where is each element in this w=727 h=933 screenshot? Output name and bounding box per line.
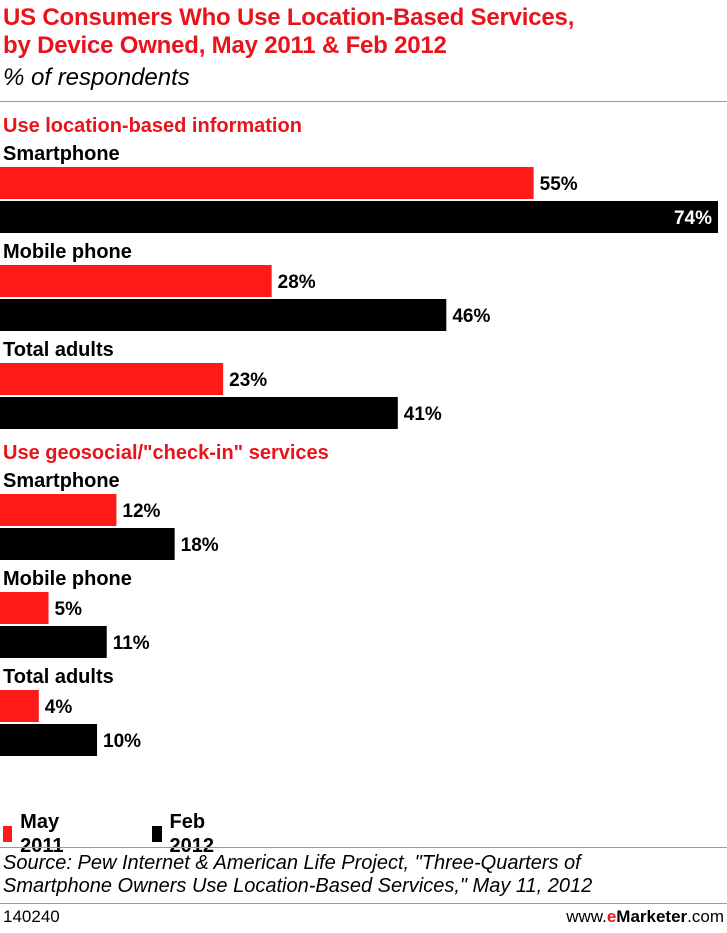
bar-feb-2012-total-adults-2 xyxy=(0,724,98,756)
source-line2: Smartphone Owners Use Location-Based Ser… xyxy=(3,875,593,897)
footer-divider xyxy=(0,903,727,904)
data-label-feb-2012-smartphone-2: 18% xyxy=(181,535,219,556)
emarketer-brand: www.eMarketer.com xyxy=(566,906,724,928)
bar-feb-2012-mobile-phone-2 xyxy=(0,626,107,658)
bar-may-2011-mobile-phone-2 xyxy=(0,592,49,624)
chart-title: US Consumers Who Use Location-Based Serv… xyxy=(3,4,723,60)
data-label-feb-2012-total-adults-1: 41% xyxy=(404,404,442,425)
data-label-feb-2012-smartphone-1: 74% xyxy=(674,208,712,229)
data-label-may-2011-mobile-phone-2: 5% xyxy=(55,599,83,620)
category-label-mobile-phone-2: Mobile phone xyxy=(3,568,132,590)
bar-chart: Use location-based information Smartphone… xyxy=(0,115,718,756)
brand-name: Marketer xyxy=(616,907,688,926)
chart-subtitle: % of respondents xyxy=(3,64,190,91)
bar-may-2011-smartphone-2 xyxy=(0,494,117,526)
brand-e: e xyxy=(606,907,617,926)
bar-may-2011-smartphone-1 xyxy=(0,167,534,199)
brand-suffix: .com xyxy=(687,907,724,926)
bar-may-2011-total-adults-1 xyxy=(0,363,224,395)
source-note: Source: Pew Internet & American Life Pro… xyxy=(3,852,723,898)
source-line1: Source: Pew Internet & American Life Pro… xyxy=(3,852,581,874)
bar-feb-2012-total-adults-1 xyxy=(0,397,398,429)
bar-may-2011-total-adults-2 xyxy=(0,690,39,722)
group-heading-2: Use geosocial/"check-in" services xyxy=(3,442,329,464)
chart-title-line1: US Consumers Who Use Location-Based Serv… xyxy=(3,4,575,31)
legend-item-feb-2012: Feb 2012 xyxy=(152,810,220,858)
data-label-feb-2012-mobile-phone-2: 11% xyxy=(113,633,150,654)
legend-label-feb-2012: Feb 2012 xyxy=(169,811,215,857)
legend-swatch-feb-2012 xyxy=(152,826,162,842)
group-heading-1: Use location-based information xyxy=(3,115,302,137)
data-label-feb-2012-mobile-phone-1: 46% xyxy=(452,306,490,327)
bar-may-2011-mobile-phone-1 xyxy=(0,265,272,297)
data-label-may-2011-total-adults-2: 4% xyxy=(45,697,73,718)
legend-label-may-2011: May 2011 xyxy=(20,811,64,857)
top-divider xyxy=(0,101,727,102)
bottom-divider xyxy=(0,847,727,848)
data-label-may-2011-smartphone-1: 55% xyxy=(540,174,578,195)
data-label-feb-2012-total-adults-2: 10% xyxy=(103,731,141,752)
chart-id: 140240 xyxy=(3,907,60,926)
category-label-total-adults-1: Total adults xyxy=(3,339,114,361)
data-label-may-2011-smartphone-2: 12% xyxy=(122,501,160,522)
bar-feb-2012-mobile-phone-1 xyxy=(0,299,447,331)
brand-prefix: www. xyxy=(566,907,607,926)
category-label-mobile-phone-1: Mobile phone xyxy=(3,241,132,263)
chart-title-line2: by Device Owned, May 2011 & Feb 2012 xyxy=(3,32,447,59)
bar-feb-2012-smartphone-1 xyxy=(0,201,718,233)
bar-feb-2012-smartphone-2 xyxy=(0,528,175,560)
category-label-smartphone-2: Smartphone xyxy=(3,470,120,492)
legend-item-may-2011: May 2011 xyxy=(3,810,70,858)
category-label-total-adults-2: Total adults xyxy=(3,666,114,688)
data-label-may-2011-mobile-phone-1: 28% xyxy=(278,272,316,293)
legend-swatch-may-2011 xyxy=(3,826,13,842)
data-label-may-2011-total-adults-1: 23% xyxy=(229,370,267,391)
category-label-smartphone-1: Smartphone xyxy=(3,143,120,165)
